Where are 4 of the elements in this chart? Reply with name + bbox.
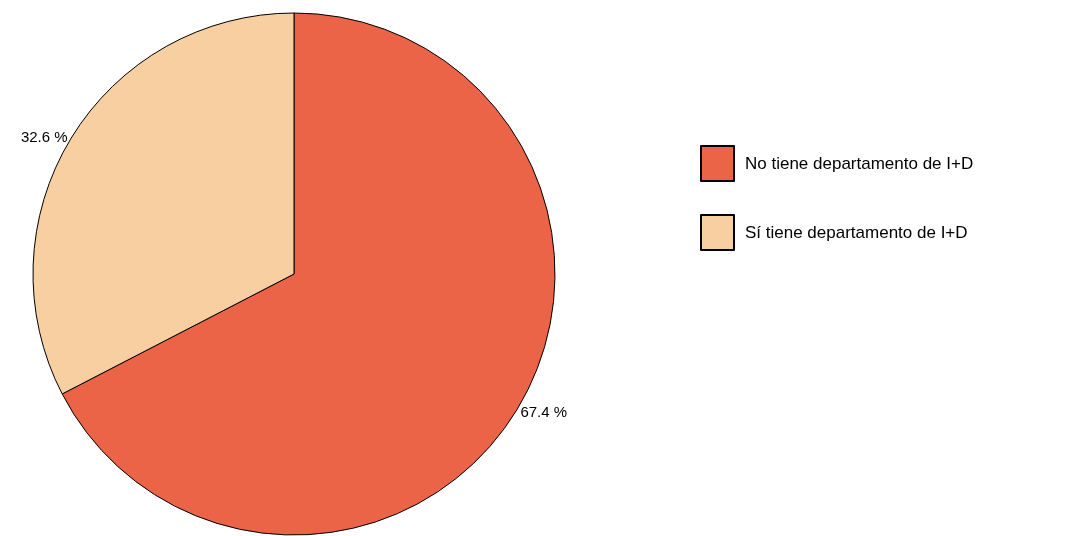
data-label: 32.6 % — [20, 127, 68, 145]
legend-label: Sí tiene departamento de I+D — [745, 223, 968, 242]
data-label: 67.4 % — [520, 403, 568, 421]
legend-label: No tiene departamento de I+D — [745, 154, 974, 173]
